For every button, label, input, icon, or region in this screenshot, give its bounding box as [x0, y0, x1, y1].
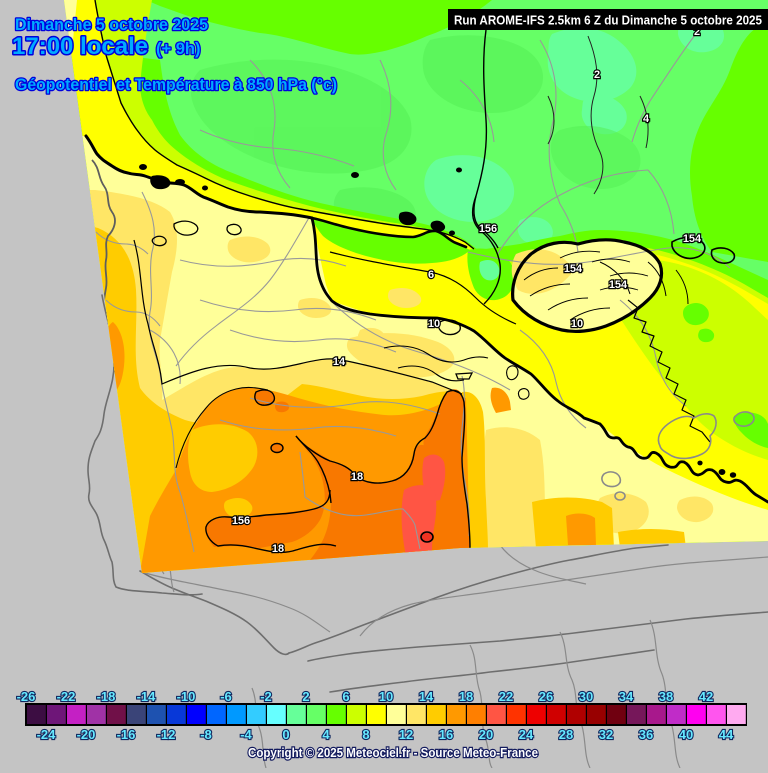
svg-text:-20: -20	[77, 727, 96, 742]
svg-text:36: 36	[639, 727, 653, 742]
svg-text:24: 24	[519, 727, 534, 742]
svg-text:2: 2	[302, 689, 309, 704]
svg-text:-22: -22	[57, 689, 76, 704]
svg-text:-8: -8	[200, 727, 212, 742]
svg-text:-16: -16	[117, 727, 136, 742]
svg-text:14: 14	[333, 356, 346, 368]
svg-text:154: 154	[564, 263, 583, 275]
svg-text:6: 6	[342, 689, 349, 704]
svg-text:42: 42	[699, 689, 713, 704]
svg-text:-26: -26	[17, 689, 36, 704]
svg-text:32: 32	[599, 727, 613, 742]
svg-text:(+ 9h): (+ 9h)	[156, 40, 200, 58]
svg-text:-6: -6	[220, 689, 232, 704]
svg-text:4: 4	[643, 113, 650, 125]
svg-text:2: 2	[594, 69, 600, 81]
svg-text:18: 18	[272, 543, 284, 555]
svg-text:38: 38	[659, 689, 673, 704]
svg-text:154: 154	[609, 279, 628, 291]
svg-text:Copyright © 2025 Meteociel.fr: Copyright © 2025 Meteociel.fr - Source M…	[248, 746, 538, 760]
svg-text:28: 28	[559, 727, 573, 742]
svg-text:30: 30	[579, 689, 593, 704]
svg-text:8: 8	[362, 727, 369, 742]
svg-text:-4: -4	[240, 727, 252, 742]
svg-text:12: 12	[399, 727, 413, 742]
svg-text:10: 10	[379, 689, 393, 704]
svg-text:44: 44	[719, 727, 734, 742]
svg-text:4: 4	[322, 727, 330, 742]
svg-text:26: 26	[539, 689, 553, 704]
svg-text:14: 14	[419, 689, 434, 704]
svg-text:17:00 locale: 17:00 locale	[12, 33, 148, 60]
svg-text:Run AROME-IFS 2.5km 6 Z du Dim: Run AROME-IFS 2.5km 6 Z du Dimanche 5 oc…	[454, 14, 762, 28]
svg-text:20: 20	[479, 727, 493, 742]
svg-text:-12: -12	[157, 727, 176, 742]
svg-text:-10: -10	[177, 689, 196, 704]
svg-text:34: 34	[619, 689, 634, 704]
svg-text:-14: -14	[137, 689, 157, 704]
svg-text:-18: -18	[97, 689, 116, 704]
svg-text:18: 18	[459, 689, 473, 704]
svg-text:Dimanche 5 octobre 2025: Dimanche 5 octobre 2025	[15, 16, 208, 34]
svg-text:2: 2	[694, 26, 700, 38]
svg-text:22: 22	[499, 689, 513, 704]
svg-text:10: 10	[428, 318, 440, 330]
svg-text:-2: -2	[260, 689, 272, 704]
svg-text:0: 0	[282, 727, 289, 742]
svg-text:6: 6	[428, 269, 434, 281]
svg-text:156: 156	[479, 223, 497, 235]
svg-text:-24: -24	[37, 727, 57, 742]
svg-text:18: 18	[351, 471, 363, 483]
svg-text:154: 154	[683, 233, 702, 245]
svg-text:40: 40	[679, 727, 693, 742]
svg-text:10: 10	[571, 318, 583, 330]
svg-text:156: 156	[232, 515, 250, 527]
svg-text:Géopotentiel et Température à: Géopotentiel et Température à 850 hPa (°…	[15, 76, 337, 94]
svg-text:16: 16	[439, 727, 453, 742]
